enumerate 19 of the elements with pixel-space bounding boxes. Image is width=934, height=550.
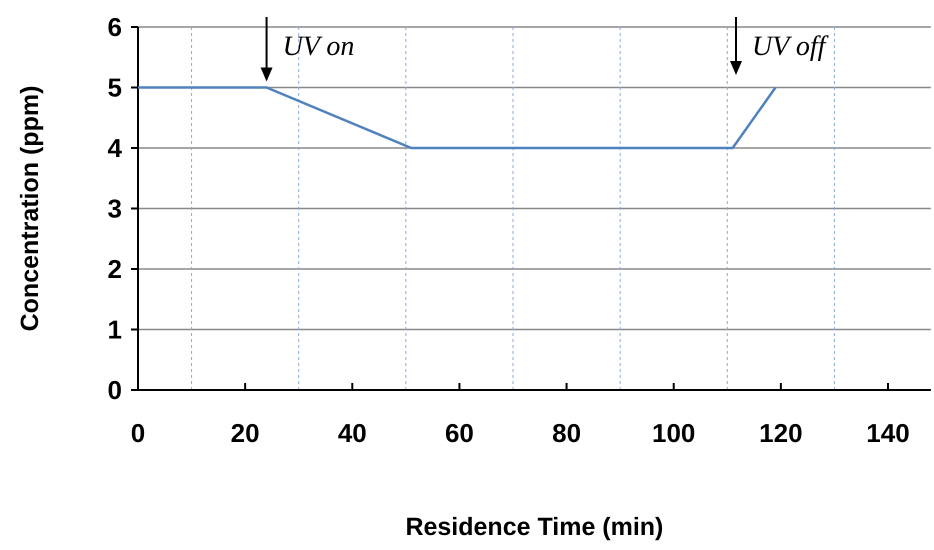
x-tick-label: 60 (444, 418, 474, 448)
y-tick-label: 5 (108, 72, 122, 103)
y-tick-label: 6 (108, 12, 122, 42)
annotation: UV on (282, 31, 354, 62)
x-tick-label: 120 (759, 418, 803, 448)
x-tick-label: 0 (130, 418, 146, 448)
y-tick-label: 3 (108, 194, 122, 224)
y-tick-label: 0 (108, 375, 122, 406)
x-tick-label: 140 (866, 418, 910, 448)
x-axis-title: Residence Time (min) (405, 513, 664, 541)
x-tick-label: 40 (338, 418, 367, 448)
y-tick-label: 1 (108, 314, 122, 345)
y-tick-label: 2 (108, 254, 122, 284)
x-tick-label: 80 (552, 418, 582, 448)
y-tick-label: 4 (108, 133, 123, 164)
y-axis-title: Concentration (ppm) (16, 86, 44, 332)
x-tick-label: 100 (652, 418, 696, 448)
x-tick-label: 20 (230, 418, 260, 448)
annotation: UV off (752, 31, 829, 62)
